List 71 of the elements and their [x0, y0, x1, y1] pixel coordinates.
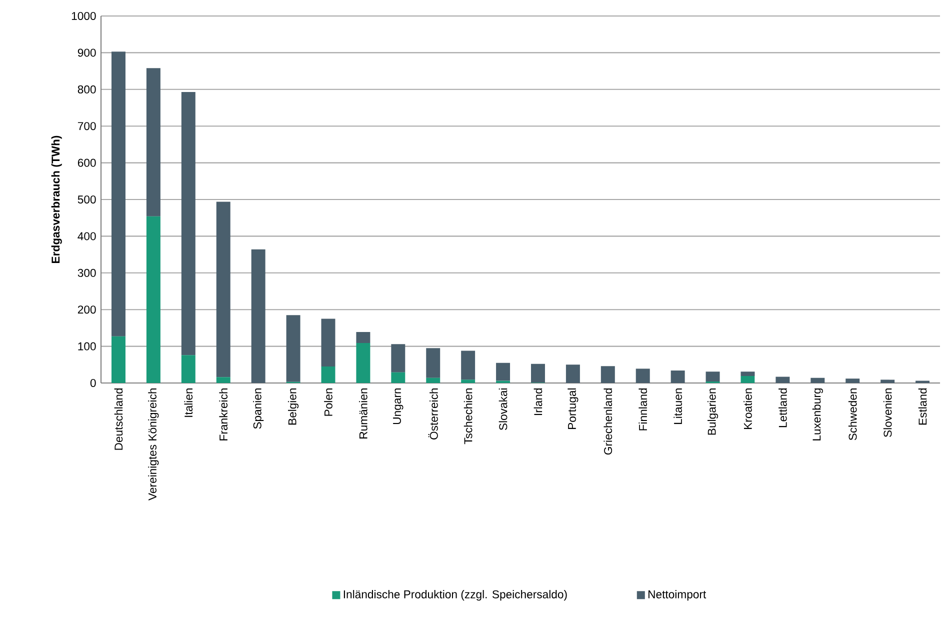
legend-label: Inländische Produktion (zzgl. Speichersaldo) — [344, 590, 567, 601]
y-tick-label: 300 — [78, 268, 96, 277]
y-tick-label: 200 — [78, 306, 96, 314]
y-tick-label: 700 — [78, 122, 96, 130]
bar — [146, 68, 160, 216]
bar — [880, 380, 895, 383]
bar — [461, 380, 476, 383]
y-axis-title: Erdgasverbrauch (TWh) — [51, 136, 62, 263]
x-tick-label: Portugal — [568, 388, 578, 429]
bar — [111, 336, 126, 383]
bar — [356, 342, 370, 383]
x-tick-label: Schweden — [848, 388, 857, 440]
bar — [216, 377, 230, 383]
bar — [566, 364, 580, 383]
y-tick-label: 0 — [90, 378, 96, 388]
legend-label: Nettoimport — [648, 590, 706, 601]
bar — [216, 202, 230, 378]
bar — [776, 376, 790, 383]
bar — [740, 376, 755, 383]
x-tick-label: Slovakai — [498, 388, 508, 430]
bar — [286, 315, 300, 382]
x-tick-label: Luxenburg — [812, 388, 823, 440]
bar — [426, 348, 440, 378]
x-tick-label: Vereinigtes Königreich — [148, 388, 159, 500]
x-tick-label: Frankreich — [219, 388, 228, 440]
x-tick-label: Italien — [184, 388, 193, 417]
bar — [146, 216, 160, 383]
y-tick-label: 100 — [78, 342, 96, 350]
bar — [496, 362, 510, 381]
bar — [111, 52, 126, 336]
bar — [740, 372, 755, 376]
y-tick-label: 500 — [78, 195, 96, 204]
bar — [391, 344, 406, 372]
x-tick-label: Finnland — [638, 388, 648, 430]
x-tick-label: Polen — [324, 388, 332, 416]
y-tick-label: 800 — [78, 85, 96, 94]
bar — [251, 249, 266, 383]
x-tick-label: Österreich — [428, 388, 438, 440]
x-tick-label: Kroatien — [744, 388, 752, 429]
x-tick-label: Ungarn — [393, 388, 404, 424]
bar — [846, 378, 860, 383]
bar — [810, 378, 825, 383]
bar — [181, 92, 196, 356]
bar — [321, 366, 336, 383]
x-tick-label: Rumänien — [359, 388, 368, 438]
x-tick-label: Deutschland — [114, 388, 123, 450]
bar — [706, 372, 720, 382]
y-tick-label: 1000 — [72, 12, 96, 20]
x-tick-label: Griechenland — [604, 388, 612, 455]
x-tick-label: Irland — [534, 388, 542, 416]
bar — [600, 366, 615, 383]
bar — [530, 364, 545, 383]
bar — [636, 368, 650, 383]
bar — [670, 370, 685, 383]
bar — [461, 350, 476, 380]
x-tick-label: Estland — [918, 388, 927, 425]
bar — [356, 332, 370, 343]
bar — [391, 372, 406, 383]
y-tick-label: 400 — [78, 232, 96, 240]
x-tick-label: Litauen — [674, 388, 682, 424]
x-tick-label: Belgien — [288, 388, 299, 425]
x-tick-label: Lettland — [778, 388, 787, 428]
y-tick-label: 900 — [78, 48, 96, 57]
x-tick-label: Slovenien — [883, 388, 892, 437]
bar — [181, 355, 196, 383]
y-tick-label: 600 — [78, 158, 96, 167]
bar — [321, 318, 336, 366]
bar — [426, 378, 440, 383]
x-tick-label: Spanien — [253, 388, 264, 429]
x-tick-label: Tschechien — [464, 388, 472, 444]
x-tick-label: Bulgarien — [707, 388, 718, 435]
